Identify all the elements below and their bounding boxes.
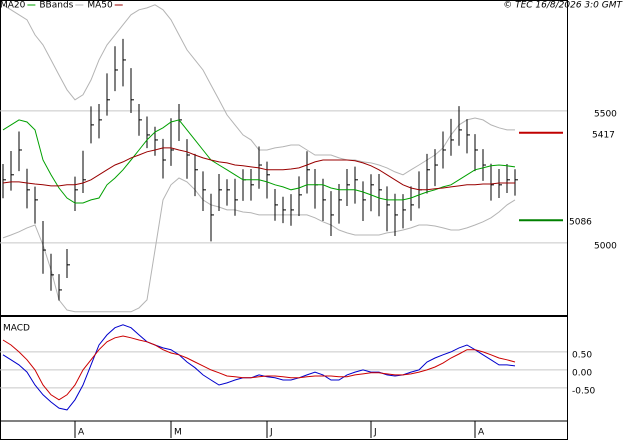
x-tick-label: A [478, 428, 485, 438]
x-tick-label: A [78, 428, 85, 438]
x-tick-label: J [269, 428, 273, 438]
ma-line [2, 147, 515, 191]
legend-label: MA50 [87, 1, 113, 11]
legend-label: MA20 [0, 1, 26, 11]
y-tick-label: 0.00 [572, 368, 592, 378]
macd-line [2, 324, 516, 411]
ma-line [2, 119, 516, 204]
frame [0, 0, 568, 440]
price-marker-label: 5086 [569, 218, 592, 228]
y-tick-label: 5000 [594, 241, 617, 251]
macd-title: MACD [3, 324, 30, 334]
y-tick-label: 5500 [594, 109, 617, 119]
legend-label: BBands [39, 1, 73, 11]
y-tick-label: 0.50 [572, 350, 592, 360]
copyright: © TEC 16/8/2026 3:0 GMT [503, 1, 623, 11]
macd-line [2, 335, 516, 401]
x-tick-label: J [373, 428, 377, 438]
x-tick-label: M [174, 428, 182, 438]
band-lower [2, 177, 516, 313]
y-tick-label: -0.50 [572, 386, 596, 396]
price-marker-label: 5417 [592, 130, 615, 140]
